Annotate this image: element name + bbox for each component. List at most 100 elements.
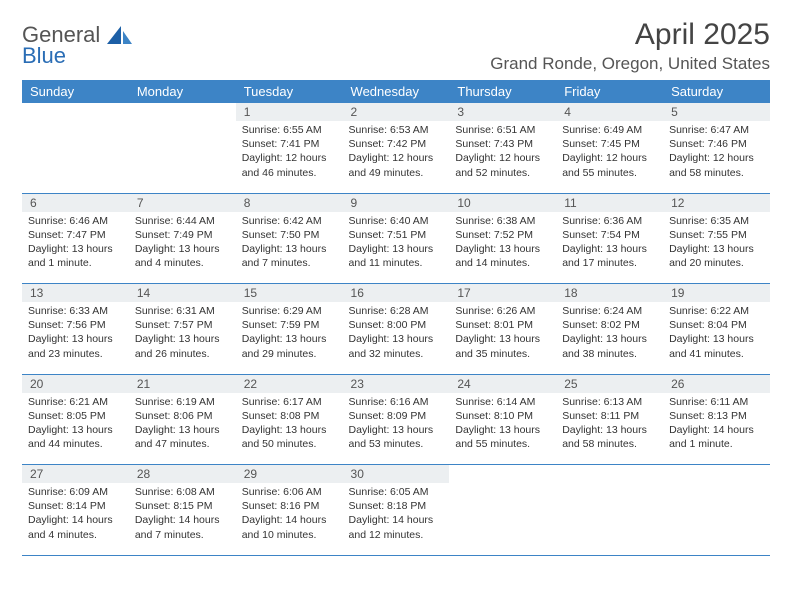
- sunrise-text: Sunrise: 6:38 AM: [455, 214, 550, 228]
- daylight-text: Daylight: 13 hours and 35 minutes.: [455, 332, 550, 360]
- day-details: Sunrise: 6:21 AMSunset: 8:05 PMDaylight:…: [22, 393, 129, 456]
- day-number-cell: 17: [449, 284, 556, 303]
- sunset-text: Sunset: 7:57 PM: [135, 318, 230, 332]
- day-cell: Sunrise: 6:13 AMSunset: 8:11 PMDaylight:…: [556, 393, 663, 465]
- day-details: Sunrise: 6:47 AMSunset: 7:46 PMDaylight:…: [663, 121, 770, 184]
- day-details: Sunrise: 6:14 AMSunset: 8:10 PMDaylight:…: [449, 393, 556, 456]
- sunrise-text: Sunrise: 6:21 AM: [28, 395, 123, 409]
- week-number-row: 12345: [22, 103, 770, 121]
- day-cell: [22, 121, 129, 193]
- day-number-cell: 7: [129, 193, 236, 212]
- sunrise-text: Sunrise: 6:11 AM: [669, 395, 764, 409]
- day-details: Sunrise: 6:29 AMSunset: 7:59 PMDaylight:…: [236, 302, 343, 365]
- daylight-text: Daylight: 13 hours and 7 minutes.: [242, 242, 337, 270]
- sunset-text: Sunset: 7:59 PM: [242, 318, 337, 332]
- day-number: 13: [22, 284, 129, 302]
- daylight-text: Daylight: 14 hours and 12 minutes.: [349, 513, 444, 541]
- sunset-text: Sunset: 7:46 PM: [669, 137, 764, 151]
- day-number-cell: 22: [236, 374, 343, 393]
- day-number: 18: [556, 284, 663, 302]
- daylight-text: Daylight: 13 hours and 26 minutes.: [135, 332, 230, 360]
- sunrise-text: Sunrise: 6:53 AM: [349, 123, 444, 137]
- day-details: Sunrise: 6:24 AMSunset: 8:02 PMDaylight:…: [556, 302, 663, 365]
- weekday-header: Saturday: [663, 80, 770, 103]
- day-number-cell: 14: [129, 284, 236, 303]
- day-details: Sunrise: 6:22 AMSunset: 8:04 PMDaylight:…: [663, 302, 770, 365]
- sunrise-text: Sunrise: 6:36 AM: [562, 214, 657, 228]
- daylight-text: Daylight: 13 hours and 41 minutes.: [669, 332, 764, 360]
- sunset-text: Sunset: 8:15 PM: [135, 499, 230, 513]
- logo-word-blue: Blue: [22, 45, 133, 67]
- day-cell: Sunrise: 6:21 AMSunset: 8:05 PMDaylight:…: [22, 393, 129, 465]
- day-number: 10: [449, 194, 556, 212]
- sunset-text: Sunset: 7:54 PM: [562, 228, 657, 242]
- title-block: April 2025 Grand Ronde, Oregon, United S…: [490, 18, 770, 74]
- weekday-header: Thursday: [449, 80, 556, 103]
- sunset-text: Sunset: 8:09 PM: [349, 409, 444, 423]
- day-number: 11: [556, 194, 663, 212]
- sunrise-text: Sunrise: 6:17 AM: [242, 395, 337, 409]
- day-cell: [449, 483, 556, 555]
- day-number: 4: [556, 103, 663, 121]
- day-details: Sunrise: 6:55 AMSunset: 7:41 PMDaylight:…: [236, 121, 343, 184]
- daylight-text: Daylight: 13 hours and 11 minutes.: [349, 242, 444, 270]
- sunrise-text: Sunrise: 6:29 AM: [242, 304, 337, 318]
- day-cell: Sunrise: 6:40 AMSunset: 7:51 PMDaylight:…: [343, 212, 450, 284]
- sunset-text: Sunset: 8:11 PM: [562, 409, 657, 423]
- day-cell: Sunrise: 6:14 AMSunset: 8:10 PMDaylight:…: [449, 393, 556, 465]
- daylight-text: Daylight: 12 hours and 55 minutes.: [562, 151, 657, 179]
- day-number: 25: [556, 375, 663, 393]
- day-details: Sunrise: 6:53 AMSunset: 7:42 PMDaylight:…: [343, 121, 450, 184]
- day-details: Sunrise: 6:38 AMSunset: 7:52 PMDaylight:…: [449, 212, 556, 275]
- week-content-row: Sunrise: 6:21 AMSunset: 8:05 PMDaylight:…: [22, 393, 770, 465]
- day-number-cell: 15: [236, 284, 343, 303]
- day-cell: Sunrise: 6:11 AMSunset: 8:13 PMDaylight:…: [663, 393, 770, 465]
- calendar-page: General Blue April 2025 Grand Ronde, Ore…: [0, 0, 792, 574]
- day-details: Sunrise: 6:05 AMSunset: 8:18 PMDaylight:…: [343, 483, 450, 546]
- location-subtitle: Grand Ronde, Oregon, United States: [490, 54, 770, 74]
- sunset-text: Sunset: 8:18 PM: [349, 499, 444, 513]
- day-cell: Sunrise: 6:33 AMSunset: 7:56 PMDaylight:…: [22, 302, 129, 374]
- day-details: Sunrise: 6:31 AMSunset: 7:57 PMDaylight:…: [129, 302, 236, 365]
- day-cell: Sunrise: 6:38 AMSunset: 7:52 PMDaylight:…: [449, 212, 556, 284]
- day-cell: Sunrise: 6:47 AMSunset: 7:46 PMDaylight:…: [663, 121, 770, 193]
- daylight-text: Daylight: 13 hours and 38 minutes.: [562, 332, 657, 360]
- sunset-text: Sunset: 7:50 PM: [242, 228, 337, 242]
- sunrise-text: Sunrise: 6:40 AM: [349, 214, 444, 228]
- day-number: 14: [129, 284, 236, 302]
- day-details: Sunrise: 6:06 AMSunset: 8:16 PMDaylight:…: [236, 483, 343, 546]
- day-number-cell: 13: [22, 284, 129, 303]
- sunrise-text: Sunrise: 6:47 AM: [669, 123, 764, 137]
- page-header: General Blue April 2025 Grand Ronde, Ore…: [22, 18, 770, 74]
- day-number: 28: [129, 465, 236, 483]
- day-number-cell: 3: [449, 103, 556, 121]
- day-number: 19: [663, 284, 770, 302]
- day-number-cell: 4: [556, 103, 663, 121]
- day-cell: Sunrise: 6:31 AMSunset: 7:57 PMDaylight:…: [129, 302, 236, 374]
- day-number-cell: 20: [22, 374, 129, 393]
- week-content-row: Sunrise: 6:46 AMSunset: 7:47 PMDaylight:…: [22, 212, 770, 284]
- day-number-cell: [129, 103, 236, 121]
- week-content-row: Sunrise: 6:09 AMSunset: 8:14 PMDaylight:…: [22, 483, 770, 555]
- day-cell: Sunrise: 6:44 AMSunset: 7:49 PMDaylight:…: [129, 212, 236, 284]
- day-number-cell: 16: [343, 284, 450, 303]
- day-number-cell: [22, 103, 129, 121]
- day-details: Sunrise: 6:36 AMSunset: 7:54 PMDaylight:…: [556, 212, 663, 275]
- day-details: Sunrise: 6:33 AMSunset: 7:56 PMDaylight:…: [22, 302, 129, 365]
- day-details: Sunrise: 6:51 AMSunset: 7:43 PMDaylight:…: [449, 121, 556, 184]
- day-cell: [556, 483, 663, 555]
- day-details: Sunrise: 6:26 AMSunset: 8:01 PMDaylight:…: [449, 302, 556, 365]
- day-number: 6: [22, 194, 129, 212]
- daylight-text: Daylight: 13 hours and 1 minute.: [28, 242, 123, 270]
- day-number: 17: [449, 284, 556, 302]
- day-number: 27: [22, 465, 129, 483]
- daylight-text: Daylight: 12 hours and 46 minutes.: [242, 151, 337, 179]
- daylight-text: Daylight: 12 hours and 58 minutes.: [669, 151, 764, 179]
- daylight-text: Daylight: 13 hours and 14 minutes.: [455, 242, 550, 270]
- daylight-text: Daylight: 12 hours and 52 minutes.: [455, 151, 550, 179]
- day-number-cell: 21: [129, 374, 236, 393]
- day-cell: [663, 483, 770, 555]
- logo-sail-icon: [107, 24, 133, 46]
- day-cell: Sunrise: 6:17 AMSunset: 8:08 PMDaylight:…: [236, 393, 343, 465]
- sunrise-text: Sunrise: 6:49 AM: [562, 123, 657, 137]
